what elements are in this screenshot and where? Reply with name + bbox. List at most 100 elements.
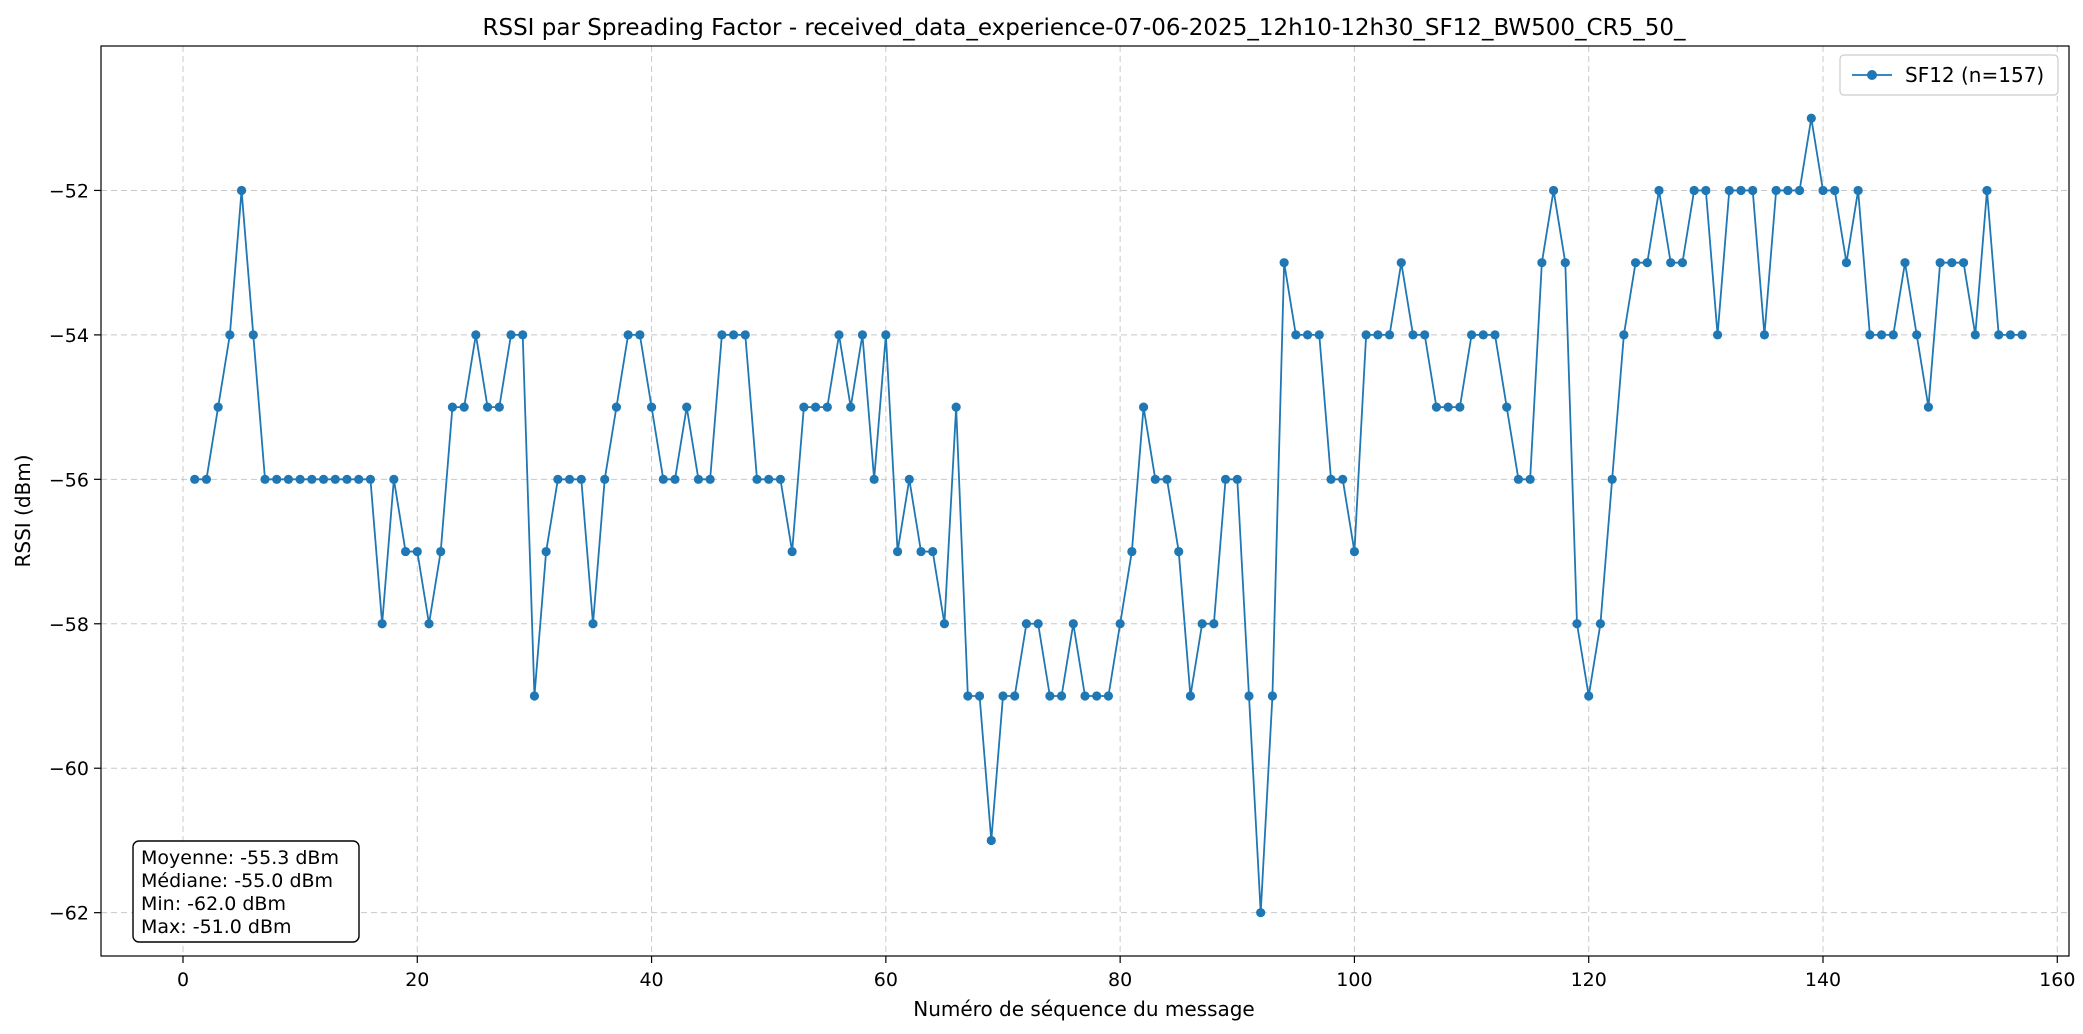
data-point xyxy=(1150,474,1160,484)
data-point xyxy=(201,474,212,484)
data-point xyxy=(1056,691,1067,701)
legend-label: SF12 (n=157) xyxy=(1905,63,2044,87)
data-point xyxy=(1162,474,1172,484)
data-point xyxy=(1185,691,1196,701)
data-point xyxy=(717,330,727,340)
data-point xyxy=(1244,691,1254,701)
data-point xyxy=(646,402,657,412)
data-point xyxy=(1654,185,1664,196)
data-point xyxy=(1724,185,1734,196)
data-point xyxy=(928,546,938,557)
data-point xyxy=(1080,691,1090,701)
data-point xyxy=(225,330,235,340)
data-point xyxy=(354,474,364,484)
data-point xyxy=(1607,474,1617,484)
data-point xyxy=(330,474,340,484)
y-tick-label: −62 xyxy=(49,903,89,925)
data-point xyxy=(213,402,223,412)
data-point xyxy=(1021,619,1032,629)
data-point xyxy=(752,474,762,484)
stats-mean: Moyenne: -55.3 dBm xyxy=(141,847,339,869)
data-point xyxy=(974,691,985,701)
legend-frame xyxy=(1839,54,2059,96)
data-point xyxy=(1033,619,1043,629)
stats-box: Moyenne: -55.3 dBm Médiane: -55.0 dBm Mi… xyxy=(132,840,360,943)
stats-min: Min: -62.0 dBm xyxy=(141,893,286,915)
data-point xyxy=(1478,330,1488,340)
data-point xyxy=(400,546,411,557)
data-point xyxy=(482,402,493,412)
data-point xyxy=(1490,330,1500,340)
data-point xyxy=(998,691,1008,701)
data-point xyxy=(1174,546,1184,557)
x-tick-label: 160 xyxy=(2039,969,2075,991)
data-point xyxy=(1701,185,1711,196)
data-point xyxy=(377,619,387,629)
data-point xyxy=(272,474,282,484)
data-point xyxy=(1326,474,1336,484)
data-point xyxy=(1748,185,1758,196)
data-point xyxy=(1127,546,1137,557)
y-tick-label: −54 xyxy=(49,325,89,347)
data-point xyxy=(1935,258,1945,268)
stats-max: Max: -51.0 dBm xyxy=(141,916,292,938)
data-point xyxy=(1010,691,1020,701)
data-point xyxy=(436,546,446,557)
data-point xyxy=(295,474,305,484)
data-point xyxy=(1220,474,1231,484)
data-point xyxy=(1302,330,1313,340)
data-point xyxy=(963,691,973,701)
data-point xyxy=(857,330,868,340)
data-point xyxy=(775,474,786,484)
data-point xyxy=(740,330,750,340)
data-point xyxy=(635,330,645,340)
data-point xyxy=(1853,185,1863,196)
data-point xyxy=(846,402,856,412)
data-point xyxy=(1279,258,1289,268)
data-point xyxy=(1045,691,1055,701)
data-point xyxy=(1572,619,1582,629)
data-point xyxy=(1138,402,1149,412)
data-point xyxy=(1900,258,1910,268)
data-point xyxy=(1408,330,1418,340)
data-point xyxy=(1115,619,1125,629)
data-point xyxy=(260,474,270,484)
data-point xyxy=(869,474,879,484)
data-point xyxy=(611,402,622,412)
data-point xyxy=(892,546,903,557)
data-point xyxy=(1548,185,1559,196)
data-point xyxy=(1267,691,1278,701)
data-point xyxy=(1619,330,1629,340)
data-point xyxy=(1092,691,1102,701)
y-tick-label: −56 xyxy=(49,469,89,491)
data-point xyxy=(1525,474,1535,484)
data-point xyxy=(1431,402,1442,412)
data-point xyxy=(1338,474,1348,484)
data-point xyxy=(1876,330,1887,340)
data-point xyxy=(1595,619,1606,629)
data-point xyxy=(764,474,774,484)
data-point xyxy=(1970,330,1980,340)
data-point xyxy=(810,402,821,412)
data-point xyxy=(1314,330,1324,340)
data-point xyxy=(518,330,528,340)
data-point xyxy=(1806,113,1816,123)
data-point xyxy=(728,330,739,340)
legend: SF12 (n=157) xyxy=(1839,54,2059,96)
data-point xyxy=(1712,330,1723,340)
data-point xyxy=(1841,258,1852,268)
data-point xyxy=(1443,402,1453,412)
data-point xyxy=(822,402,832,412)
data-point xyxy=(1736,185,1746,196)
data-point xyxy=(1630,258,1641,268)
x-tick-label: 100 xyxy=(1336,969,1372,991)
x-axis-ticks: 0 20 40 60 80 100 120 140 160 xyxy=(177,956,2075,991)
data-point xyxy=(682,402,692,412)
data-point xyxy=(693,474,704,484)
data-point xyxy=(412,546,422,557)
data-point xyxy=(1584,691,1594,701)
y-tick-label: −60 xyxy=(49,758,89,780)
x-tick-label: 120 xyxy=(1571,969,1607,991)
data-point xyxy=(658,474,668,484)
data-point xyxy=(787,546,797,557)
